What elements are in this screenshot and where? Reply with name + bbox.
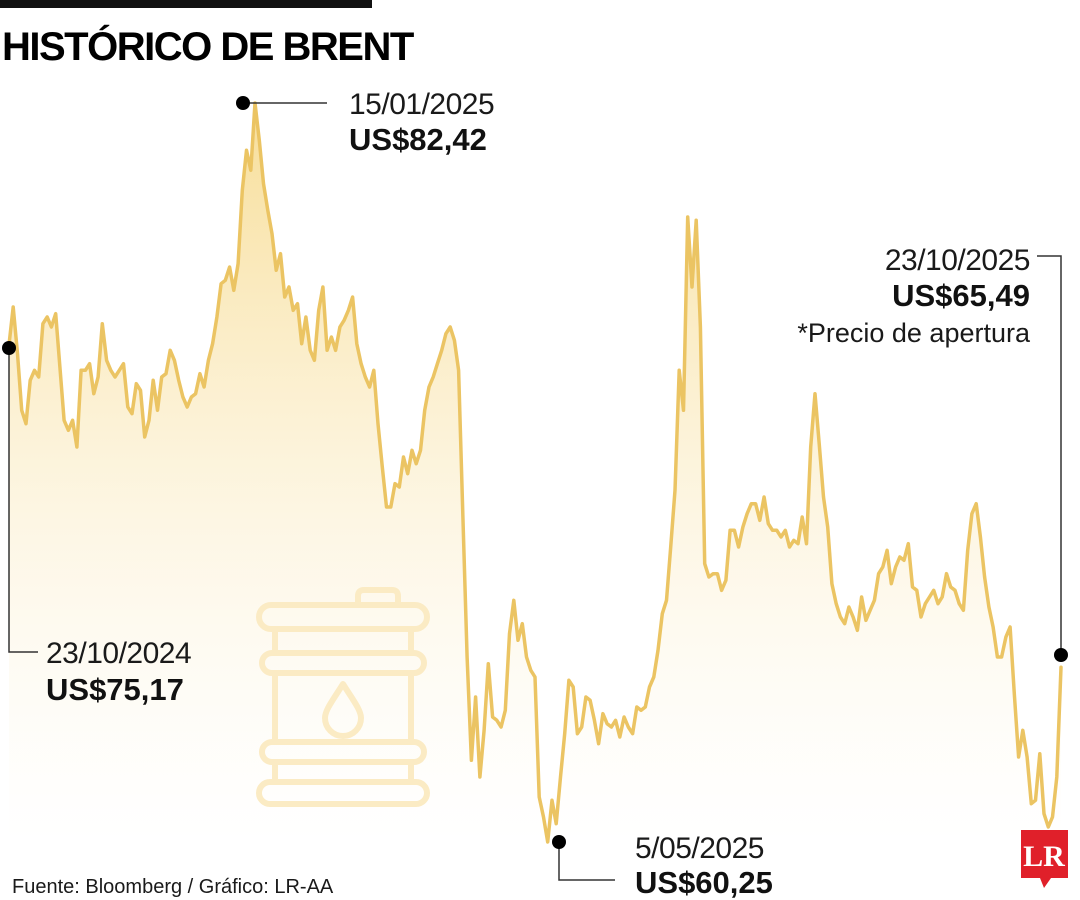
title-rule bbox=[0, 0, 372, 8]
lr-logo-text: LR bbox=[1023, 840, 1065, 873]
price-area bbox=[9, 103, 1061, 842]
source-credit: Fuente: Bloomberg / Gráfico: LR-AA bbox=[12, 876, 334, 898]
lr-logo: LR bbox=[1021, 830, 1068, 888]
leader-end bbox=[1037, 255, 1062, 655]
marker-end bbox=[1054, 648, 1068, 662]
leader-low bbox=[558, 842, 615, 881]
annotation-low-date: 5/05/2025 bbox=[635, 832, 764, 865]
annotation-start-date: 23/10/2024 bbox=[46, 637, 191, 670]
annotation-peak-value: US$82,42 bbox=[349, 122, 487, 157]
annotation-low-value: US$60,25 bbox=[635, 865, 773, 900]
leader-start bbox=[8, 348, 38, 653]
marker-peak bbox=[236, 96, 250, 110]
chart-title: HISTÓRICO DE BRENT bbox=[2, 23, 414, 69]
annotation-end-date: 23/10/2025 bbox=[885, 244, 1030, 277]
marker-low bbox=[552, 835, 566, 849]
price-line bbox=[7, 101, 1063, 844]
marker-start bbox=[2, 341, 16, 355]
annotation-start-value: US$75,17 bbox=[46, 672, 184, 707]
annotation-end-value: US$65,49 bbox=[892, 278, 1030, 313]
annotation-end-note: *Precio de apertura bbox=[797, 318, 1031, 348]
oil-drop-icon bbox=[322, 681, 364, 739]
annotation-peak-date: 15/01/2025 bbox=[349, 88, 494, 121]
oil-barrel-icon bbox=[256, 587, 430, 807]
